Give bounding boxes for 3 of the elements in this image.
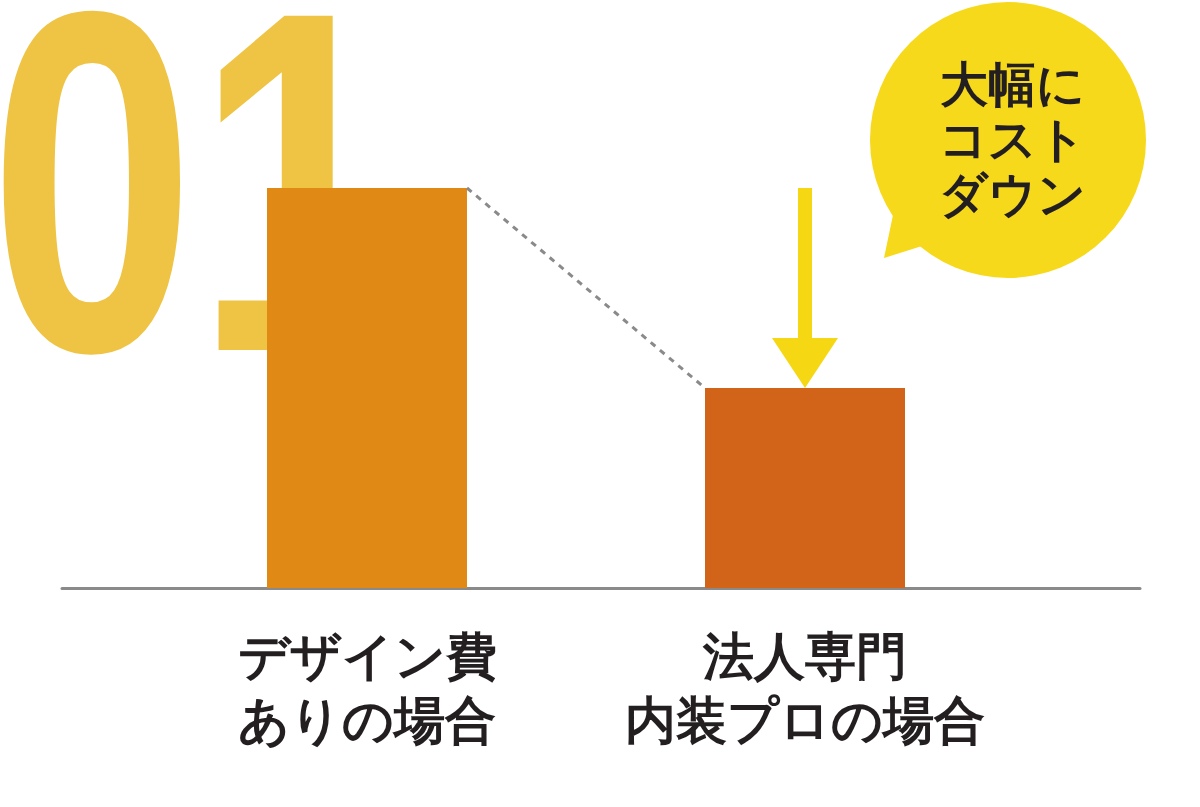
x-tick-label: 法人専門内装プロの場合: [625, 626, 985, 750]
x-tick-label: デザイン費ありの場合: [237, 626, 497, 750]
annotation: 大幅にコストダウン: [938, 56, 1086, 222]
